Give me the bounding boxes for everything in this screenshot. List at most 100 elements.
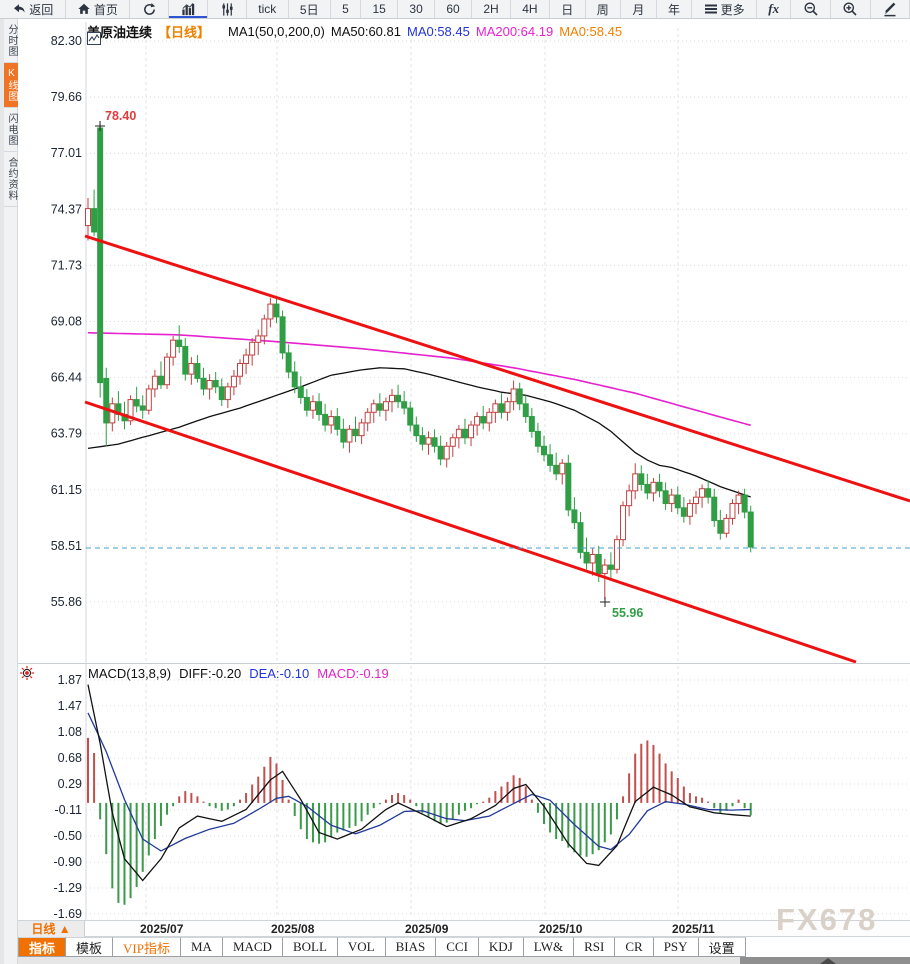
indicator-tab-KDJ[interactable]: KDJ [478, 937, 524, 957]
x-axis-label: 2025/08 [271, 922, 315, 936]
zoom-out-icon [803, 1, 819, 17]
bottom-strip [18, 957, 910, 964]
indicator-tab-MA[interactable]: MA [180, 937, 223, 957]
toolbar-button-back[interactable]: 返回 [0, 0, 66, 18]
back-icon [11, 2, 26, 16]
toolbar-button-period-5d[interactable]: 5日 [289, 0, 331, 18]
top-toolbar: 返回 首页 tick 5日 5 15 30 60 2H 4H 日 周 月 年 更多 fx [0, 0, 910, 19]
chart-area: 美原油连续 【日线】 MA1(50,0,200,0) MA50:60.81 MA0… [18, 18, 910, 964]
toolbar-button-period-5[interactable]: 5 [331, 0, 362, 18]
indicator-tabs: 指标 模板 VIP指标 MA MACD BOLL VOL BIAS CCI KDJ LW& RSI CR… [18, 937, 910, 957]
toolbar-button-period-15[interactable]: 15 [361, 0, 399, 18]
sidebar-item-合约资料[interactable]: 合约资料 [4, 152, 18, 207]
toolbar-button-period-week[interactable]: 周 [586, 0, 622, 18]
sidebar-item-闪电图[interactable]: 闪电图 [4, 108, 18, 152]
svg-text:-0.90: -0.90 [54, 855, 83, 869]
indicator-tab-PSY[interactable]: PSY [653, 937, 699, 957]
toolbar-button-label: 更多 [720, 2, 745, 17]
price-chart[interactable]: 82.30 79.66 77.01 74.37 71.73 69.08 66.44 63.79… [18, 18, 910, 663]
left-sidebar: 分时图 K线图 闪电图 合约资料 [4, 19, 18, 964]
toolbar-button-label: 周 [596, 2, 609, 17]
ma200-value: MA200:64.19 [475, 24, 554, 39]
macd-params: MACD(13,8,9) [88, 666, 172, 681]
svg-text:-1.29: -1.29 [54, 881, 83, 895]
indicator-tab-RSI[interactable]: RSI [574, 937, 616, 957]
toolbar-button-home[interactable]: 首页 [66, 0, 131, 18]
toolbar-button-zoom-in[interactable] [831, 0, 871, 18]
indicator-tab-指标[interactable]: 指标 [18, 937, 67, 957]
toolbar-button-label: 年 [668, 2, 681, 17]
toolbar-button-label: 月 [632, 2, 645, 17]
indicator-tab-模板[interactable]: 模板 [66, 937, 114, 957]
toolbar-button-period-4h[interactable]: 4H [511, 0, 550, 18]
pencil-icon [882, 1, 898, 17]
tray-chevron-icon[interactable] [820, 958, 836, 964]
toolbar-button-period-day[interactable]: 日 [550, 0, 586, 18]
indicator-tab-CR[interactable]: CR [615, 937, 654, 957]
candle-chart-icon [180, 2, 196, 17]
svg-text:71.73: 71.73 [51, 258, 82, 272]
ma0-value-blue: MA0:58.45 [406, 24, 470, 39]
indicator-tab-MACD[interactable]: MACD [222, 937, 283, 957]
refresh-icon [142, 2, 157, 17]
svg-text:1.08: 1.08 [58, 725, 82, 739]
period-selector[interactable]: 日线 ▲ [18, 921, 85, 937]
svg-text:55.86: 55.86 [51, 595, 82, 609]
svg-text:74.37: 74.37 [51, 202, 82, 216]
toolbar-button-label: tick [258, 2, 277, 16]
toolbar-button-refresh[interactable] [130, 0, 169, 18]
svg-text:61.15: 61.15 [51, 483, 82, 497]
watermark: FX678 [776, 902, 878, 937]
toolbar-button-period-30[interactable]: 30 [398, 0, 436, 18]
toolbar-button-indicator-settings[interactable] [208, 0, 247, 18]
ma0-value-orange: MA0:58.45 [559, 24, 623, 39]
toolbar-button-formula[interactable]: fx [757, 0, 792, 18]
toolbar-button-zoom-out[interactable] [791, 0, 831, 18]
svg-text:1.87: 1.87 [58, 673, 82, 687]
svg-text:78.40: 78.40 [105, 109, 136, 123]
sidebar-item-分时图[interactable]: 分时图 [4, 19, 18, 63]
sliders-icon [220, 2, 235, 17]
x-axis-label: 2025/09 [405, 922, 449, 936]
toolbar-button-label: 日 [561, 2, 574, 17]
indicator-tab-设置[interactable]: 设置 [698, 937, 746, 957]
macd-chart[interactable]: 1.87 1.47 1.08 0.68 0.29 -0.11 -0.50 -0.90 -1.29… [18, 663, 910, 920]
toolbar-button-period-2h[interactable]: 2H [472, 0, 511, 18]
toolbar-button-label: 首页 [93, 2, 118, 17]
menu-icon [704, 3, 718, 15]
macd-header: MACD(13,8,9) DIFF:-0.20 DEA:-0.10 MACD:-… [88, 666, 389, 681]
svg-text:58.51: 58.51 [51, 539, 82, 553]
toolbar-button-label: 15 [372, 2, 386, 16]
svg-text:82.30: 82.30 [51, 34, 82, 48]
indicator-tab-CCI[interactable]: CCI [436, 937, 479, 957]
svg-text:0.29: 0.29 [58, 777, 82, 791]
sidebar-item-K线图[interactable]: K线图 [4, 63, 18, 108]
indicator-tab-VIP指标[interactable]: VIP指标 [113, 937, 181, 957]
home-icon [77, 2, 91, 16]
indicator-hot-icon [19, 665, 35, 681]
toolbar-button-label: 30 [409, 2, 423, 16]
price-header: 美原油连续 【日线】 MA1(50,0,200,0) MA50:60.81 MA0… [87, 22, 623, 45]
ma50-value: MA50:60.81 [330, 24, 401, 39]
indicator-tab-LW&[interactable]: LW& [523, 937, 575, 957]
toolbar-button-period-month[interactable]: 月 [621, 0, 657, 18]
zoom-in-icon [842, 1, 858, 17]
toolbar-button-label: 返回 [29, 2, 54, 17]
toolbar-button-period-60[interactable]: 60 [435, 0, 473, 18]
ma-params: MA1(50,0,200,0) [228, 24, 325, 39]
toolbar-button-more[interactable]: 更多 [692, 0, 757, 18]
indicator-tab-VOL[interactable]: VOL [337, 937, 386, 957]
indicator-tab-BIAS[interactable]: BIAS [385, 937, 437, 957]
toolbar-button-label: 5日 [299, 2, 319, 17]
toolbar-button-period-tick[interactable]: tick [247, 0, 289, 18]
indicator-tab-BOLL[interactable]: BOLL [282, 937, 338, 957]
svg-text:-0.50: -0.50 [54, 829, 83, 843]
toolbar-button-chart-type[interactable] [169, 0, 209, 18]
toolbar-button-draw[interactable] [871, 0, 910, 18]
svg-text:-0.11: -0.11 [54, 803, 82, 817]
svg-text:1.47: 1.47 [58, 699, 82, 713]
toolbar-button-label: 4H [522, 2, 538, 16]
toolbar-button-period-year[interactable]: 年 [657, 0, 693, 18]
svg-text:66.44: 66.44 [51, 371, 82, 385]
